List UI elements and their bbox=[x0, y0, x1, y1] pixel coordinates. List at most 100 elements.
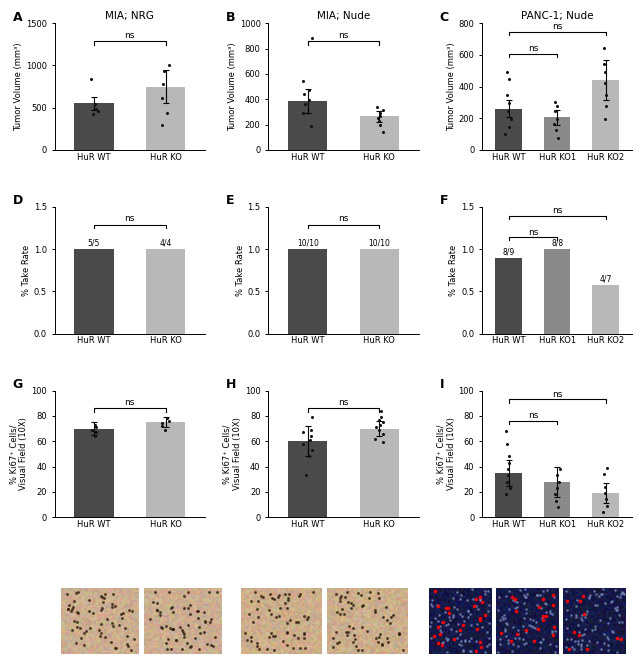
Point bbox=[493, 584, 503, 595]
Point bbox=[58, 584, 68, 594]
Point bbox=[492, 584, 503, 594]
Point bbox=[560, 585, 570, 596]
Point bbox=[493, 584, 503, 595]
Point bbox=[57, 584, 67, 594]
Point bbox=[238, 584, 248, 594]
Point bbox=[560, 584, 570, 594]
Point bbox=[57, 584, 67, 595]
Point bbox=[58, 584, 68, 595]
Point bbox=[426, 583, 436, 594]
Point bbox=[426, 584, 436, 595]
Point bbox=[492, 584, 503, 595]
Point bbox=[58, 584, 68, 594]
Point bbox=[141, 584, 152, 594]
Point bbox=[559, 584, 569, 595]
Point bbox=[237, 583, 247, 594]
Point bbox=[141, 584, 152, 594]
Point bbox=[58, 584, 68, 595]
Point bbox=[559, 583, 569, 594]
Point bbox=[493, 584, 503, 595]
Point bbox=[58, 584, 69, 595]
Y-axis label: % Take Rate: % Take Rate bbox=[236, 244, 245, 296]
Text: 10/10: 10/10 bbox=[297, 238, 318, 248]
Point bbox=[237, 585, 247, 596]
Point bbox=[325, 584, 335, 594]
Point bbox=[141, 584, 152, 595]
Point bbox=[324, 584, 334, 595]
Point bbox=[493, 584, 503, 595]
Point bbox=[324, 584, 334, 594]
Point bbox=[493, 584, 503, 594]
Point bbox=[560, 583, 570, 594]
Point bbox=[141, 584, 152, 594]
Point bbox=[492, 584, 502, 594]
Point bbox=[492, 584, 503, 595]
Point bbox=[492, 584, 503, 594]
Point bbox=[493, 584, 503, 594]
Bar bbox=[593, 80, 619, 150]
Point bbox=[58, 584, 68, 595]
Point bbox=[426, 584, 436, 594]
Point bbox=[560, 584, 570, 595]
Point bbox=[560, 584, 570, 595]
Point bbox=[560, 584, 570, 595]
Bar bbox=[74, 428, 114, 517]
Point bbox=[141, 584, 151, 594]
Point bbox=[560, 584, 570, 594]
Point bbox=[426, 584, 436, 594]
Point bbox=[559, 584, 569, 595]
Point bbox=[324, 584, 334, 594]
Point bbox=[425, 584, 435, 594]
Point bbox=[238, 583, 248, 594]
Point bbox=[426, 584, 436, 594]
Point bbox=[493, 584, 503, 595]
Point bbox=[325, 584, 335, 594]
Point bbox=[325, 585, 335, 596]
Point bbox=[142, 584, 152, 594]
Point bbox=[238, 584, 248, 595]
Point bbox=[426, 583, 436, 594]
Point bbox=[57, 585, 67, 596]
Point bbox=[425, 584, 435, 594]
Point bbox=[560, 584, 570, 594]
Point bbox=[237, 584, 247, 595]
Point bbox=[424, 584, 435, 595]
Point bbox=[237, 584, 247, 595]
Point bbox=[492, 584, 503, 594]
Point bbox=[238, 584, 248, 595]
Point bbox=[58, 584, 69, 594]
Point bbox=[238, 584, 248, 595]
Point bbox=[560, 584, 570, 594]
Point bbox=[57, 584, 67, 595]
Point bbox=[425, 583, 435, 594]
Point bbox=[426, 584, 436, 594]
Point bbox=[559, 584, 569, 595]
Point bbox=[58, 584, 69, 594]
Point bbox=[238, 584, 248, 594]
Point bbox=[238, 585, 248, 596]
Point bbox=[425, 584, 435, 595]
Point bbox=[424, 584, 435, 595]
Point bbox=[559, 583, 569, 594]
Point bbox=[492, 584, 502, 594]
Point bbox=[238, 584, 248, 594]
Bar bbox=[288, 249, 327, 333]
Point bbox=[492, 584, 503, 594]
Point bbox=[324, 584, 334, 594]
Point bbox=[238, 585, 248, 596]
Point bbox=[492, 584, 503, 595]
Point bbox=[493, 584, 503, 595]
Point bbox=[325, 584, 335, 594]
Point bbox=[560, 584, 571, 594]
Point bbox=[58, 584, 68, 595]
Point bbox=[492, 584, 503, 595]
Point bbox=[426, 584, 436, 595]
Point bbox=[492, 584, 502, 595]
Point bbox=[426, 583, 436, 594]
Point bbox=[425, 584, 435, 595]
Point bbox=[425, 585, 435, 596]
Point bbox=[238, 583, 248, 594]
Point bbox=[426, 585, 436, 596]
Point bbox=[492, 584, 503, 595]
Point bbox=[324, 584, 334, 595]
